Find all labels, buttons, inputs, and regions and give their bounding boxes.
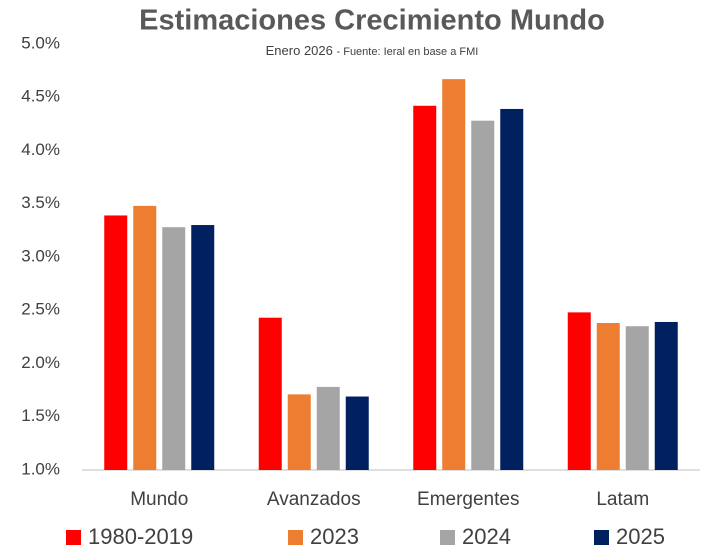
bar [133,205,157,470]
bar [471,120,495,471]
legend-label: 2023 [310,524,359,549]
bar [191,225,215,470]
legend-swatch [594,530,609,545]
bar [500,108,524,470]
x-tick-label: Latam [596,489,649,510]
bar [596,323,620,470]
subtitle: Enero 2026 [266,43,333,58]
legend-label: 1980-2019 [88,524,193,549]
y-tick-label: 3.5% [21,193,60,212]
chart-subtitle: Enero 2026 - Fuente: Ieral en base a FMI [266,43,479,58]
bar [567,312,591,470]
bar [104,215,128,470]
bar [654,321,678,470]
y-tick-label: 2.5% [21,300,60,319]
bar [413,105,437,471]
y-tick-label: 1.0% [21,459,60,478]
chart-title: Estimaciones Crecimiento Mundo [139,5,605,37]
legend-swatch [288,530,303,545]
y-tick-label: 3.0% [21,246,60,265]
bar [316,386,340,470]
bar [287,394,311,470]
bar [258,317,282,470]
legend-swatch [440,530,455,545]
y-tick-label: 1.5% [21,406,60,425]
bar [625,326,649,470]
bar [345,396,369,470]
legend-label: 2025 [616,524,665,549]
y-tick-label: 2.0% [21,353,60,372]
y-tick-label: 4.5% [21,87,60,106]
legend-label: 2024 [462,524,511,549]
source: - Fuente: Ieral en base a FMI [337,46,479,58]
x-tick-label: Emergentes [417,489,519,510]
y-tick-label: 4.0% [21,140,60,159]
y-tick-label: 5.0% [21,33,60,52]
x-tick-label: Avanzados [267,489,361,510]
legend-swatch [66,530,81,545]
x-tick-label: Mundo [130,489,188,510]
bar [442,79,466,471]
bar [162,227,186,470]
